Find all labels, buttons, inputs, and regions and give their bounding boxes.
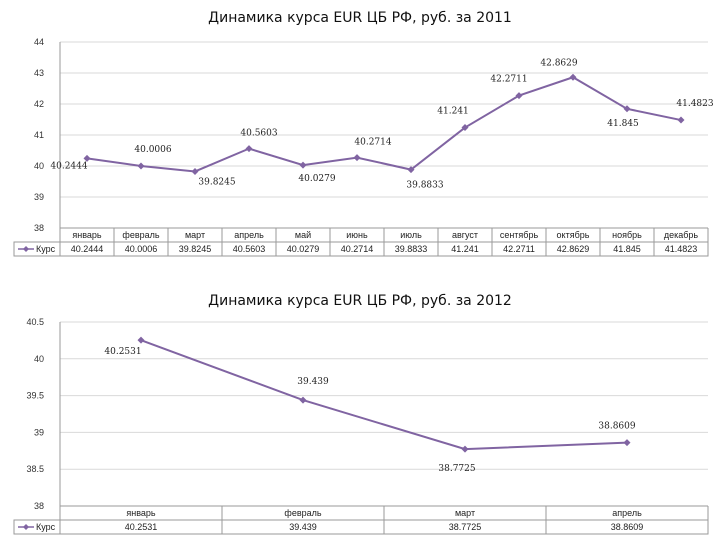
chart-title: Динамика курса EUR ЦБ РФ, руб. за 2011 — [208, 10, 512, 26]
data-label: 41.241 — [437, 107, 469, 117]
data-label: 42.8629 — [540, 58, 577, 68]
x-tick-label: февраль — [122, 230, 159, 240]
y-tick-label: 41 — [34, 130, 44, 140]
chart-title: Динамика курса EUR ЦБ РФ, руб. за 2012 — [208, 293, 512, 309]
data-point — [623, 439, 631, 447]
data-point — [191, 167, 199, 175]
table-value-cell: 39.8833 — [395, 244, 428, 254]
data-label: 40.0279 — [298, 174, 335, 184]
data-point — [677, 116, 685, 124]
data-label: 40.5603 — [240, 129, 277, 139]
table-value-cell: 42.2711 — [503, 244, 535, 254]
table-value-cell: 38.7725 — [449, 522, 482, 532]
y-tick-label: 43 — [34, 68, 44, 78]
data-label: 42.2711 — [490, 75, 527, 85]
data-point — [137, 162, 145, 170]
data-point — [299, 161, 307, 169]
data-point — [407, 166, 415, 174]
x-tick-label: апрель — [612, 508, 642, 518]
table-value-cell: 40.2444 — [71, 244, 104, 254]
data-label: 41.4823 — [676, 99, 713, 109]
x-tick-label: июль — [400, 230, 422, 240]
data-label: 38.7725 — [438, 464, 475, 474]
data-label: 41.845 — [607, 119, 639, 129]
table-value-cell: 40.2531 — [125, 522, 158, 532]
table-value-cell: 42.8629 — [557, 244, 590, 254]
y-tick-label: 40.5 — [26, 317, 44, 327]
table-value-cell: 38.8609 — [611, 522, 644, 532]
data-point — [623, 105, 631, 113]
x-tick-label: октябрь — [557, 230, 590, 240]
y-tick-label: 40 — [34, 161, 44, 171]
data-point — [353, 154, 361, 162]
data-label: 40.2444 — [50, 161, 87, 171]
table-value-cell: 41.4823 — [665, 244, 698, 254]
y-tick-label: 38.5 — [26, 464, 44, 474]
y-tick-label: 39 — [34, 427, 44, 437]
data-label: 38.8609 — [598, 422, 635, 432]
y-tick-label: 38 — [34, 223, 44, 233]
table-value-cell: 40.2714 — [341, 244, 374, 254]
data-point — [515, 92, 523, 100]
table-legend-row — [13, 519, 709, 535]
x-tick-label: март — [455, 508, 475, 518]
data-point — [569, 73, 577, 81]
y-tick-label: 39.5 — [26, 391, 44, 401]
x-tick-label: июнь — [346, 230, 368, 240]
x-tick-label: февраль — [284, 508, 321, 518]
legend-label: Курс — [36, 244, 56, 254]
data-label: 39.8245 — [198, 177, 235, 187]
x-tick-label: январь — [72, 230, 102, 240]
table-value-cell: 40.0279 — [287, 244, 320, 254]
x-tick-label: ноябрь — [612, 230, 642, 240]
data-point — [137, 336, 145, 344]
chart-1: Динамика курса EUR ЦБ РФ, руб. за 2011 44… — [13, 10, 714, 257]
data-label: 39.439 — [297, 377, 329, 387]
series-line — [86, 76, 682, 173]
series-line — [140, 339, 628, 451]
table-value-cell: 40.5603 — [233, 244, 266, 254]
table-value-cell: 39.439 — [289, 522, 317, 532]
x-tick-label: август — [452, 230, 478, 240]
table-value-cell: 39.8245 — [179, 244, 212, 254]
x-tick-label: март — [185, 230, 205, 240]
data-label: 40.2531 — [104, 347, 141, 357]
y-tick-label: 40 — [34, 354, 44, 364]
x-tick-label: январь — [126, 508, 156, 518]
y-tick-label: 39 — [34, 192, 44, 202]
x-tick-label: апрель — [234, 230, 264, 240]
data-point — [245, 145, 253, 153]
data-point — [461, 124, 469, 132]
y-tick-label: 44 — [34, 37, 44, 47]
x-tick-label: сентябрь — [500, 230, 539, 240]
legend-diamond-marker — [23, 524, 29, 530]
table-value-cell: 40.0006 — [125, 244, 158, 254]
table-value-cell: 41.241 — [451, 244, 479, 254]
y-tick-label: 42 — [34, 99, 44, 109]
data-label: 40.2714 — [354, 138, 391, 148]
data-label: 40.0006 — [134, 145, 171, 155]
data-point — [83, 154, 91, 162]
data-point — [461, 445, 469, 453]
data-point — [299, 396, 307, 404]
x-tick-label: май — [295, 230, 311, 240]
y-tick-label: 38 — [34, 501, 44, 511]
chart-2: Динамика курса EUR ЦБ РФ, руб. за 2012 40… — [13, 293, 709, 535]
table-value-cell: 41.845 — [613, 244, 641, 254]
x-tick-label: декабрь — [664, 230, 699, 240]
legend-diamond-marker — [23, 246, 29, 252]
legend-label: Курс — [36, 522, 56, 532]
data-label: 39.8833 — [406, 181, 443, 191]
